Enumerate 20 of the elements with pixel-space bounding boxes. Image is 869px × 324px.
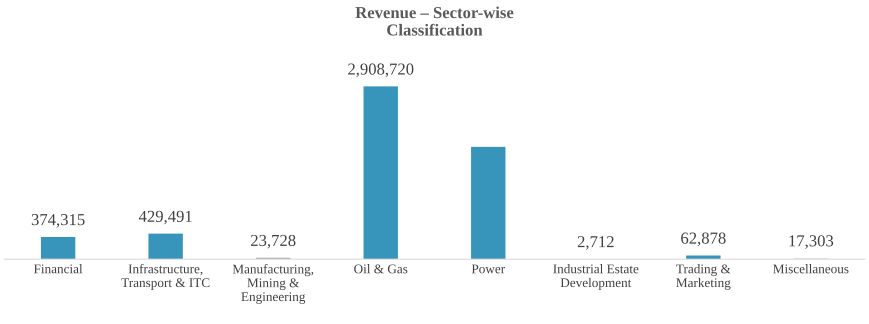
x-tick-label: Trading & Marketing (676, 264, 731, 290)
bar (364, 86, 398, 260)
x-tick-label: Manufacturing, Mining & Engineering (232, 264, 314, 304)
data-label: 17,303 (789, 235, 834, 249)
data-label: 62,878 (681, 232, 726, 246)
data-label: 2,908,720 (348, 63, 414, 78)
data-label: 374,315 (32, 214, 85, 228)
data-label: 2,712 (578, 236, 614, 250)
x-tick-label: Infrastructure, Transport & ITC (121, 264, 210, 290)
x-tick-label: Power (472, 264, 506, 274)
x-tick-label: Oil & Gas (354, 264, 408, 274)
x-tick-label: Industrial Estate Development (553, 264, 638, 290)
data-label: 429,491 (138, 210, 192, 224)
data-label: 23,728 (251, 234, 296, 248)
bar (148, 234, 183, 260)
bar (40, 236, 76, 260)
x-tick-label: Financial (34, 264, 82, 274)
chart-title: Revenue – Sector-wise Classification (355, 6, 514, 36)
bar (471, 146, 506, 260)
x-tick-label: Miscellaneous (773, 264, 849, 274)
